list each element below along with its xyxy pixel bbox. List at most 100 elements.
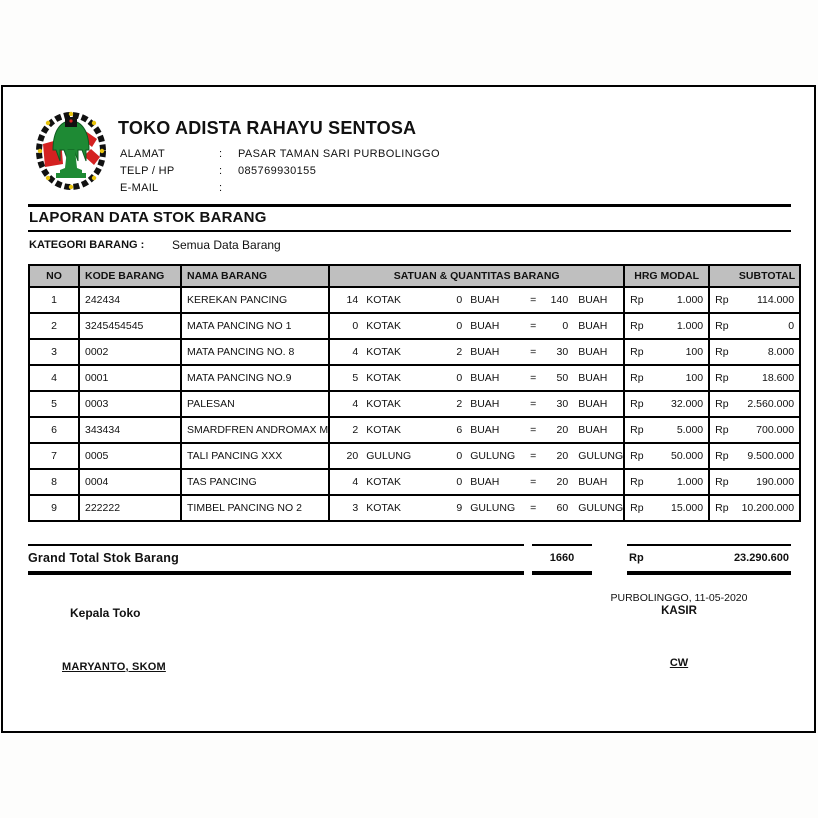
qty-total: 50 [556,372,569,384]
info-label: TELP / HP [120,164,175,177]
unit-buah: BUAH [470,424,500,436]
cell-kode-barang: 222222 [78,494,182,522]
unit-total: BUAH [578,398,608,410]
cell-subtotal: Rp 10.200.000 [708,494,802,522]
cell-satuan-quantitas: 4 KOTAK 0 BUAH = 20 BUAH [328,468,626,496]
qty-buah: 0 [456,320,463,332]
cell-nama-barang: TAS PANCING [179,468,331,496]
cell-satuan-quantitas: 5 KOTAK 0 BUAH = 50 BUAH [328,364,626,392]
modal-amount: 100 [685,372,704,384]
manager-role-label: Kepala Toko [70,606,141,620]
store-info: ALAMAT : PASAR TAMAN SARI PURBOLINGGO TE… [120,145,440,196]
modal-amount: 100 [685,346,704,358]
equals-sign: = [530,450,537,462]
currency-label: Rp [715,502,729,514]
store-info-row: TELP / HP : 085769930155 [120,162,440,179]
cell-hrg-modal: Rp 100 [623,364,711,392]
subtotal-amount: 2.560.000 [747,398,795,410]
cell-kode-barang: 0005 [78,442,182,470]
category-value: Semua Data Barang [172,238,281,252]
qty-kotak: 20 [346,450,359,462]
subtotal-amount: 0 [788,320,795,332]
currency-label: Rp [715,398,729,410]
qty-total: 20 [556,424,569,436]
grand-total-currency: Rp [629,552,644,564]
cashier-role-label: KASIR [661,605,697,617]
table-header-row: NO KODE BARANG NAMA BARANG SATUAN & QUAN… [28,264,802,288]
unit-total: BUAH [578,424,608,436]
store-info-row: E-MAIL : [120,179,440,196]
qty-buah: 9 [456,502,463,514]
equals-sign: = [530,476,537,488]
title-divider [28,230,791,232]
table-row: 9 222222 TIMBEL PANCING NO 2 3 KOTAK 9 G… [28,494,802,522]
unit-total: BUAH [578,320,608,332]
grand-total-amount: 23.290.600 [733,552,789,564]
info-value: 085769930155 [238,164,317,177]
cell-kode-barang: 0004 [78,468,182,496]
currency-label: Rp [715,476,729,488]
info-colon: : [219,147,223,160]
currency-label: Rp [630,372,644,384]
store-logo-icon [36,111,106,190]
equals-sign: = [530,398,537,410]
currency-label: Rp [630,398,644,410]
modal-amount: 15.000 [671,502,704,514]
equals-sign: = [530,294,537,306]
currency-label: Rp [715,450,729,462]
table-row: 8 0004 TAS PANCING 4 KOTAK 0 BUAH = 20 [28,468,802,496]
unit-buah: GULUNG [470,502,516,514]
cashier-signature-name: CW [669,657,689,669]
cell-hrg-modal: Rp 1.000 [623,468,711,496]
cell-kode-barang: 0001 [78,364,182,392]
currency-label: Rp [715,346,729,358]
unit-total: BUAH [578,346,608,358]
qty-total: 30 [556,398,569,410]
unit-kotak: KOTAK [366,346,401,358]
header-nama-barang: NAMA BARANG [179,264,331,288]
table-row: 2 3245454545 MATA PANCING NO 1 0 KOTAK 0… [28,312,802,340]
qty-kotak: 4 [352,476,359,488]
cell-no: 5 [28,390,80,418]
equals-sign: = [530,372,537,384]
info-label: ALAMAT [120,147,165,160]
info-label: E-MAIL [120,181,159,194]
equals-sign: = [530,320,537,332]
info-colon: : [219,164,223,177]
cell-subtotal: Rp 8.000 [708,338,802,366]
unit-kotak: KOTAK [366,476,401,488]
cell-subtotal: Rp 2.560.000 [708,390,802,418]
cell-satuan-quantitas: 20 GULUNG 0 GULUNG = 20 GULUNG [328,442,626,470]
unit-total: GULUNG [578,502,624,514]
table-body: 1 242434 KEREKAN PANCING 14 KOTAK 0 BUAH… [28,286,802,522]
cell-no: 8 [28,468,80,496]
qty-buah: 2 [456,398,463,410]
equals-sign: = [530,424,537,436]
cell-satuan-quantitas: 3 KOTAK 9 GULUNG = 60 GULUNG [328,494,626,522]
header-kode-barang: KODE BARANG [78,264,182,288]
cell-nama-barang: PALESAN [179,390,331,418]
currency-label: Rp [715,424,729,436]
header-hrg-modal: HRG MODAL [623,264,711,288]
cell-nama-barang: KEREKAN PANCING [179,286,331,314]
unit-kotak: KOTAK [366,372,401,384]
cell-subtotal: Rp 190.000 [708,468,802,496]
cell-kode-barang: 3245454545 [78,312,182,340]
currency-label: Rp [715,294,729,306]
currency-label: Rp [715,320,729,332]
category-row: KATEGORI BARANG : Semua Data Barang [29,238,769,253]
subtotal-amount: 10.200.000 [741,502,795,514]
grand-total-band: Grand Total Stok Barang 1660 Rp 23.290.6… [28,544,791,580]
subtotal-amount: 114.000 [756,294,795,306]
double-rule [28,571,524,575]
cell-nama-barang: MATA PANCING NO.9 [179,364,331,392]
cell-nama-barang: MATA PANCING NO. 8 [179,338,331,366]
info-colon: : [219,181,223,194]
unit-buah: BUAH [470,294,500,306]
place-date: PURBOLINGGO, 11-05-2020 [610,592,748,604]
qty-total: 30 [556,346,569,358]
letterhead-divider [28,204,791,207]
cell-subtotal: Rp 114.000 [708,286,802,314]
store-name: TOKO ADISTA RAHAYU SENTOSA [118,118,417,138]
unit-kotak: KOTAK [366,294,401,306]
